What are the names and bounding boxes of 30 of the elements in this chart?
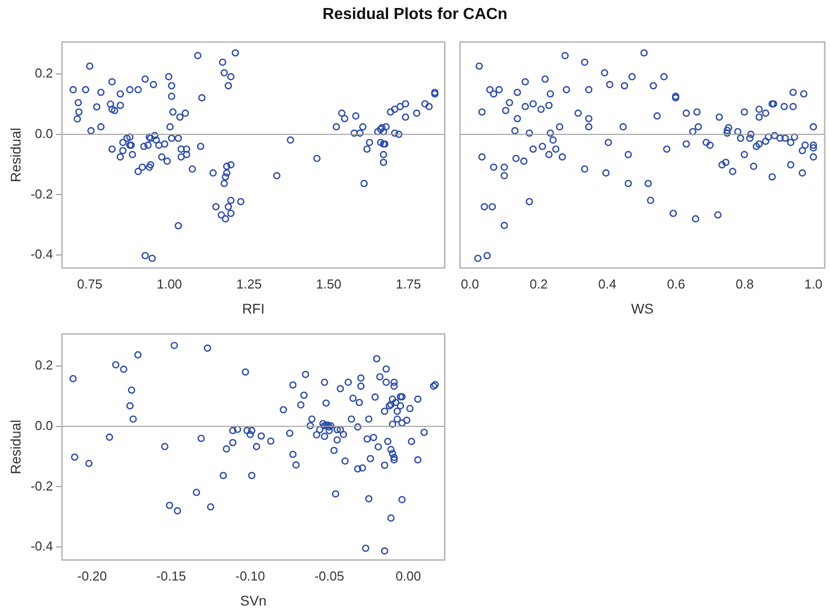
x-tick-label: -0.20	[77, 568, 107, 584]
x-tick-label: 1.0	[804, 276, 822, 292]
y-tick-label: 0.2	[34, 66, 53, 81]
y-tick-label: -0.2	[30, 478, 53, 494]
x-tick-label: 1.50	[316, 276, 342, 292]
x-tick-label: 0.75	[77, 276, 102, 292]
x-tick-label: 0.8	[736, 276, 754, 292]
x-tick-label: -0.05	[314, 568, 344, 584]
y-tick-label: -0.4	[30, 246, 53, 262]
y-tick-label: -0.2	[30, 186, 53, 202]
x-tick-label: -0.10	[235, 568, 266, 584]
x-tick-label: 0.4	[598, 276, 616, 292]
chart-title: Residual Plots for CACn	[322, 6, 508, 24]
x-tick-label: 1.75	[396, 276, 422, 292]
x-axis-title: RFI	[242, 300, 265, 316]
x-tick-label: 0.00	[396, 568, 421, 584]
x-tick-label: 0.2	[530, 276, 548, 292]
x-tick-label: 1.25	[236, 276, 262, 292]
y-axis-title: Residual	[7, 128, 24, 182]
x-tick-label: 0.0	[460, 276, 479, 292]
x-axis-title: WS	[631, 300, 654, 316]
y-tick-label: 0.0	[34, 418, 53, 433]
y-axis-title: Residual	[7, 420, 24, 474]
x-axis-title: SVn	[240, 592, 267, 608]
x-tick-label: -0.15	[156, 568, 186, 584]
y-tick-label: 0.0	[34, 126, 53, 141]
x-tick-label: 1.00	[156, 276, 182, 292]
y-tick-label: -0.4	[30, 538, 53, 554]
y-tick-label: 0.2	[34, 358, 53, 373]
x-tick-label: 0.6	[666, 276, 686, 292]
